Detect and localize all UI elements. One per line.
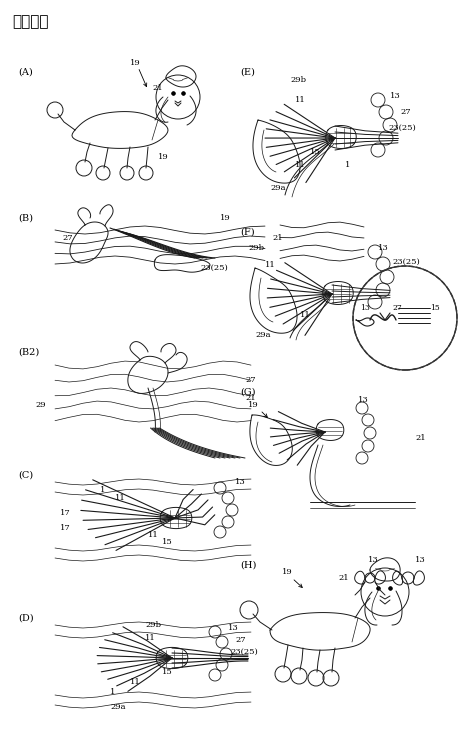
Text: 21: 21 bbox=[415, 434, 425, 442]
Text: 1: 1 bbox=[100, 486, 106, 494]
Text: 【図２】: 【図２】 bbox=[12, 15, 48, 29]
Text: 1: 1 bbox=[345, 161, 350, 169]
Text: 19: 19 bbox=[220, 214, 231, 222]
Text: 27: 27 bbox=[62, 234, 73, 242]
Text: 23(25): 23(25) bbox=[388, 124, 416, 132]
Text: 17: 17 bbox=[60, 509, 71, 517]
Text: 11: 11 bbox=[148, 531, 159, 539]
Text: 19: 19 bbox=[130, 59, 141, 67]
Text: 27: 27 bbox=[245, 376, 256, 384]
Text: 27: 27 bbox=[400, 108, 411, 116]
Text: 23(25): 23(25) bbox=[200, 264, 228, 272]
Text: 15: 15 bbox=[162, 538, 173, 546]
Text: 11: 11 bbox=[295, 96, 306, 104]
Text: 19: 19 bbox=[248, 401, 259, 409]
Text: 13: 13 bbox=[368, 556, 379, 564]
Text: (F): (F) bbox=[240, 228, 255, 237]
Text: 29a: 29a bbox=[255, 331, 271, 339]
Text: 13: 13 bbox=[360, 304, 370, 312]
Text: 11: 11 bbox=[300, 311, 311, 319]
Text: 11: 11 bbox=[265, 261, 276, 269]
Text: 29b: 29b bbox=[290, 76, 306, 84]
Text: (C): (C) bbox=[18, 470, 33, 479]
Text: 21: 21 bbox=[338, 574, 349, 582]
Text: (E): (E) bbox=[240, 68, 255, 76]
Text: 13: 13 bbox=[415, 556, 426, 564]
Text: 19: 19 bbox=[282, 568, 293, 576]
Text: (B): (B) bbox=[18, 214, 33, 223]
Text: (B2): (B2) bbox=[18, 347, 39, 356]
Text: 19: 19 bbox=[158, 153, 169, 161]
Text: 29a: 29a bbox=[270, 184, 286, 192]
Text: (D): (D) bbox=[18, 614, 33, 623]
Text: (H): (H) bbox=[240, 560, 256, 570]
Text: 11: 11 bbox=[130, 678, 141, 686]
Text: 13: 13 bbox=[358, 396, 369, 404]
Text: 15: 15 bbox=[162, 668, 173, 676]
Text: 13: 13 bbox=[228, 624, 239, 632]
Text: 23(25): 23(25) bbox=[230, 648, 258, 656]
Text: 27: 27 bbox=[235, 636, 246, 644]
Text: 11: 11 bbox=[145, 634, 156, 642]
Text: 29b: 29b bbox=[248, 244, 264, 252]
Text: 21: 21 bbox=[272, 234, 283, 242]
Text: 13: 13 bbox=[235, 478, 246, 486]
Text: 17: 17 bbox=[60, 524, 71, 532]
Text: 15: 15 bbox=[430, 304, 440, 312]
Text: 29b: 29b bbox=[145, 621, 161, 629]
Text: 27: 27 bbox=[392, 304, 402, 312]
Text: 13: 13 bbox=[378, 244, 389, 252]
Text: 29a: 29a bbox=[110, 703, 126, 711]
Text: 29: 29 bbox=[35, 401, 46, 409]
Text: 1: 1 bbox=[110, 688, 115, 696]
Text: 21: 21 bbox=[245, 394, 256, 402]
Text: 13: 13 bbox=[390, 92, 401, 100]
Text: 11: 11 bbox=[115, 494, 126, 502]
Text: 23(25): 23(25) bbox=[392, 258, 420, 266]
Text: (G): (G) bbox=[240, 387, 255, 396]
Text: 21: 21 bbox=[152, 84, 163, 92]
Text: 11: 11 bbox=[295, 161, 306, 169]
Text: 15: 15 bbox=[310, 148, 321, 156]
Text: (A): (A) bbox=[18, 68, 33, 76]
